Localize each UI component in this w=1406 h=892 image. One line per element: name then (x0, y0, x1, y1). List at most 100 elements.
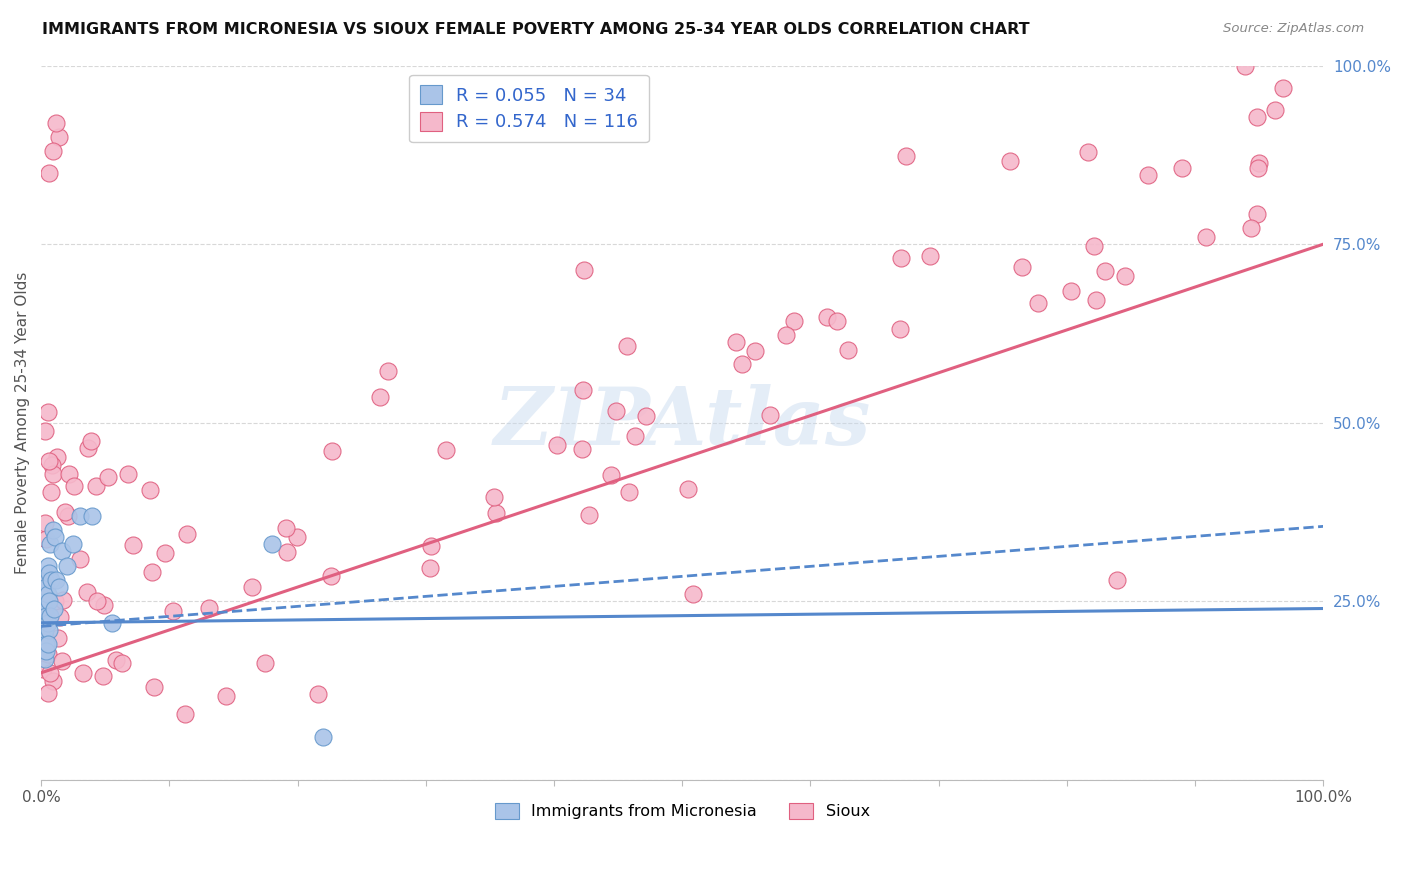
Point (1026, 295, 1049, 310)
Point (39, 608, 62, 623)
Point (111, 657, 134, 671)
Point (34, 573, 56, 587)
Point (51, 544, 73, 558)
Point (419, 560, 441, 574)
Point (783, 314, 806, 328)
Point (174, 706, 197, 721)
Point (623, 429, 645, 443)
Point (37, 637, 59, 651)
Point (53, 505, 76, 519)
Point (38, 594, 60, 608)
Point (1114, 268, 1136, 283)
Point (1083, 238, 1105, 252)
Point (572, 383, 595, 397)
Point (42, 145, 65, 159)
Point (100, 615, 122, 630)
Text: Source: ZipAtlas.com: Source: ZipAtlas.com (1223, 22, 1364, 36)
Point (76, 441, 98, 455)
Point (117, 467, 139, 481)
Point (38, 166, 60, 180)
Point (420, 539, 443, 553)
Point (1171, 161, 1194, 176)
Point (725, 334, 748, 349)
Point (35, 644, 58, 658)
Point (1000, 154, 1022, 169)
Point (1247, 161, 1270, 176)
Point (889, 322, 911, 336)
Point (39, 537, 62, 551)
Point (58, 467, 80, 481)
Point (1249, 156, 1271, 170)
Point (39, 665, 62, 680)
Point (578, 508, 600, 522)
Point (1077, 145, 1099, 160)
Point (38, 623, 60, 637)
Point (37, 647, 59, 661)
Point (599, 468, 621, 483)
Point (319, 569, 342, 583)
Point (41, 458, 63, 472)
Point (1011, 260, 1033, 275)
Point (571, 442, 593, 457)
Point (35, 585, 58, 599)
Point (153, 546, 176, 560)
Point (41, 523, 63, 537)
Point (34, 601, 56, 615)
Point (42, 674, 65, 689)
Point (837, 343, 859, 357)
Point (890, 252, 912, 266)
Point (45, 573, 67, 587)
Point (1136, 168, 1159, 182)
Point (1240, 221, 1263, 235)
Point (31, 576, 53, 591)
Point (162, 604, 184, 618)
Point (1233, 59, 1256, 73)
Point (76, 584, 98, 599)
Point (1060, 284, 1083, 298)
Point (42, 601, 65, 615)
Point (48, 130, 70, 145)
Point (39, 485, 62, 500)
Point (44, 116, 66, 130)
Text: IMMIGRANTS FROM MICRONESIA VS SIOUX FEMALE POVERTY AMONG 25-34 YEAR OLDS CORRELA: IMMIGRANTS FROM MICRONESIA VS SIOUX FEMA… (42, 22, 1029, 37)
Point (253, 656, 276, 670)
Point (676, 482, 699, 496)
Point (775, 327, 797, 342)
Point (260, 537, 283, 551)
Point (37, 615, 59, 630)
Point (759, 408, 782, 422)
Point (38, 454, 60, 468)
Point (682, 587, 704, 601)
Point (1084, 293, 1107, 308)
Point (62, 537, 84, 551)
Point (141, 565, 163, 579)
Point (377, 364, 399, 378)
Point (1271, 80, 1294, 95)
Point (82, 508, 104, 523)
Point (321, 443, 343, 458)
Point (34, 623, 56, 637)
Point (72, 666, 94, 681)
Point (44, 594, 66, 608)
Point (434, 442, 457, 457)
Point (485, 506, 508, 520)
Point (825, 313, 848, 327)
Point (122, 538, 145, 552)
Point (32, 615, 55, 630)
Point (546, 438, 568, 452)
Point (32, 662, 55, 676)
Point (34, 607, 56, 621)
Point (56, 509, 79, 524)
Point (815, 310, 838, 325)
Point (41, 573, 63, 587)
Point (97, 470, 120, 484)
Point (617, 485, 640, 500)
Point (176, 526, 198, 541)
Point (34, 424, 56, 438)
Point (86, 594, 108, 608)
Point (35, 637, 58, 651)
Point (32, 594, 55, 608)
Point (34, 651, 56, 665)
Y-axis label: Female Poverty Among 25-34 Year Olds: Female Poverty Among 25-34 Year Olds (15, 271, 30, 574)
Point (1105, 573, 1128, 587)
